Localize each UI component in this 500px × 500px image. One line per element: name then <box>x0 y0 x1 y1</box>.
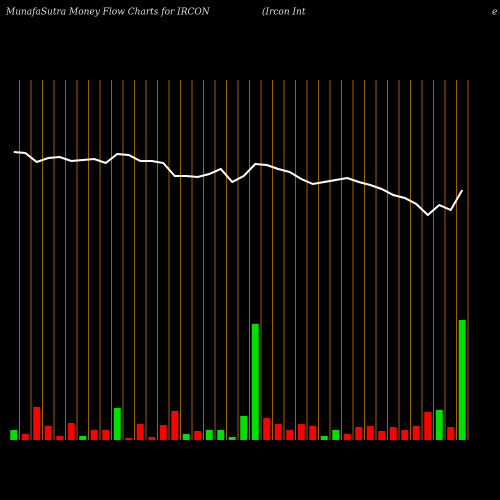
bar <box>205 430 213 440</box>
bar <box>228 437 236 440</box>
bar <box>113 408 121 440</box>
bar <box>389 427 397 440</box>
bar <box>286 430 294 440</box>
bar <box>447 427 455 440</box>
bar <box>21 434 29 440</box>
bar <box>217 430 225 440</box>
bar <box>332 430 340 440</box>
bar <box>90 430 98 440</box>
bar <box>251 324 259 440</box>
bar <box>309 426 317 440</box>
bar <box>125 438 133 440</box>
bar <box>182 434 190 440</box>
bar <box>102 430 110 440</box>
bar <box>458 320 466 440</box>
bar <box>401 430 409 440</box>
bar <box>435 410 443 440</box>
bar <box>159 425 167 440</box>
bar <box>424 412 432 440</box>
bar <box>274 424 282 440</box>
bar <box>355 427 363 440</box>
money-flow-line <box>13 151 464 217</box>
bar <box>343 434 351 440</box>
bar <box>366 426 374 440</box>
bar <box>148 437 156 440</box>
chart-subtitle: (Ircon Int <box>262 7 306 18</box>
bar <box>33 407 41 440</box>
bar <box>171 411 179 440</box>
bar <box>378 431 386 440</box>
bar <box>79 436 87 440</box>
bar <box>320 436 328 440</box>
bar <box>136 424 144 440</box>
bar <box>412 426 420 440</box>
bar <box>240 416 248 440</box>
bar <box>194 431 202 440</box>
bar <box>263 418 271 440</box>
bar <box>67 423 75 440</box>
chart-title-right: e <box>492 8 497 18</box>
bar <box>44 426 52 440</box>
bar <box>56 436 64 440</box>
bar <box>297 424 305 440</box>
bar <box>10 430 18 440</box>
chart-title: MunafaSutra Money Flow Charts for IRCON <box>5 8 211 18</box>
